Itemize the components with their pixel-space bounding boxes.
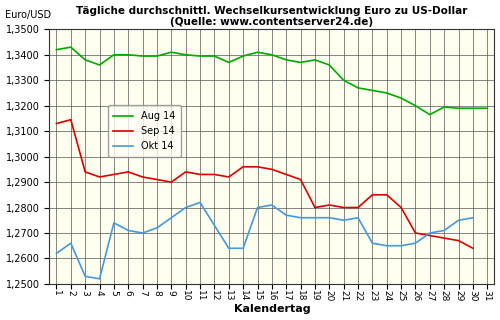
Okt 14: [370, 241, 376, 245]
Aug 14: [54, 48, 60, 52]
Okt 14: [240, 246, 246, 250]
Okt 14: [126, 228, 132, 232]
Sep 14: [370, 193, 376, 197]
X-axis label: Kalendertag: Kalendertag: [234, 304, 310, 315]
Title: Tägliche durchschnittl. Wechselkursentwicklung Euro zu US-Dollar
(Quelle: www.co: Tägliche durchschnittl. Wechselkursentwi…: [76, 5, 468, 27]
Okt 14: [226, 246, 232, 250]
Okt 14: [283, 213, 289, 217]
Aug 14: [126, 53, 132, 57]
Line: Aug 14: Aug 14: [56, 47, 488, 115]
Okt 14: [96, 277, 102, 281]
Aug 14: [96, 63, 102, 67]
Aug 14: [326, 63, 332, 67]
Sep 14: [182, 170, 188, 174]
Text: Euro/USD: Euro/USD: [5, 10, 51, 20]
Aug 14: [140, 54, 145, 58]
Sep 14: [398, 206, 404, 210]
Okt 14: [197, 201, 203, 204]
Aug 14: [269, 53, 275, 57]
Okt 14: [298, 216, 304, 220]
Okt 14: [111, 221, 117, 225]
Aug 14: [384, 91, 390, 95]
Okt 14: [427, 231, 433, 235]
Aug 14: [470, 106, 476, 110]
Okt 14: [384, 244, 390, 248]
Okt 14: [269, 203, 275, 207]
Okt 14: [82, 274, 88, 278]
Okt 14: [355, 216, 361, 220]
Okt 14: [340, 218, 346, 222]
Aug 14: [82, 58, 88, 62]
Okt 14: [412, 241, 418, 245]
Aug 14: [427, 113, 433, 116]
Aug 14: [168, 50, 174, 54]
Okt 14: [168, 216, 174, 220]
Sep 14: [326, 203, 332, 207]
Aug 14: [298, 60, 304, 64]
Line: Okt 14: Okt 14: [56, 203, 473, 279]
Sep 14: [269, 167, 275, 171]
Sep 14: [283, 172, 289, 176]
Okt 14: [54, 252, 60, 255]
Sep 14: [197, 172, 203, 176]
Sep 14: [355, 206, 361, 210]
Sep 14: [298, 178, 304, 181]
Okt 14: [312, 216, 318, 220]
Okt 14: [470, 216, 476, 220]
Sep 14: [254, 165, 260, 169]
Legend: Aug 14, Sep 14, Okt 14: Aug 14, Sep 14, Okt 14: [108, 106, 181, 157]
Aug 14: [254, 50, 260, 54]
Okt 14: [182, 206, 188, 210]
Aug 14: [370, 89, 376, 92]
Sep 14: [111, 172, 117, 176]
Sep 14: [441, 236, 447, 240]
Sep 14: [470, 246, 476, 250]
Aug 14: [240, 54, 246, 58]
Okt 14: [326, 216, 332, 220]
Sep 14: [312, 206, 318, 210]
Sep 14: [68, 118, 74, 122]
Sep 14: [154, 178, 160, 181]
Sep 14: [96, 175, 102, 179]
Okt 14: [441, 228, 447, 232]
Aug 14: [212, 54, 218, 58]
Aug 14: [484, 106, 490, 110]
Okt 14: [212, 223, 218, 227]
Aug 14: [197, 54, 203, 58]
Line: Sep 14: Sep 14: [56, 120, 473, 248]
Sep 14: [140, 175, 145, 179]
Aug 14: [111, 53, 117, 57]
Sep 14: [212, 172, 218, 176]
Aug 14: [226, 60, 232, 64]
Aug 14: [456, 106, 462, 110]
Aug 14: [355, 86, 361, 90]
Aug 14: [68, 45, 74, 49]
Sep 14: [82, 170, 88, 174]
Aug 14: [312, 58, 318, 62]
Okt 14: [398, 244, 404, 248]
Sep 14: [240, 165, 246, 169]
Okt 14: [140, 231, 145, 235]
Okt 14: [68, 241, 74, 245]
Aug 14: [441, 105, 447, 109]
Sep 14: [54, 122, 60, 125]
Sep 14: [412, 231, 418, 235]
Sep 14: [456, 239, 462, 243]
Okt 14: [254, 206, 260, 210]
Aug 14: [182, 53, 188, 57]
Sep 14: [126, 170, 132, 174]
Aug 14: [283, 58, 289, 62]
Sep 14: [226, 175, 232, 179]
Sep 14: [427, 234, 433, 237]
Okt 14: [154, 226, 160, 230]
Sep 14: [168, 180, 174, 184]
Aug 14: [398, 96, 404, 100]
Aug 14: [340, 78, 346, 82]
Sep 14: [384, 193, 390, 197]
Aug 14: [412, 104, 418, 108]
Aug 14: [154, 54, 160, 58]
Okt 14: [456, 218, 462, 222]
Sep 14: [340, 206, 346, 210]
